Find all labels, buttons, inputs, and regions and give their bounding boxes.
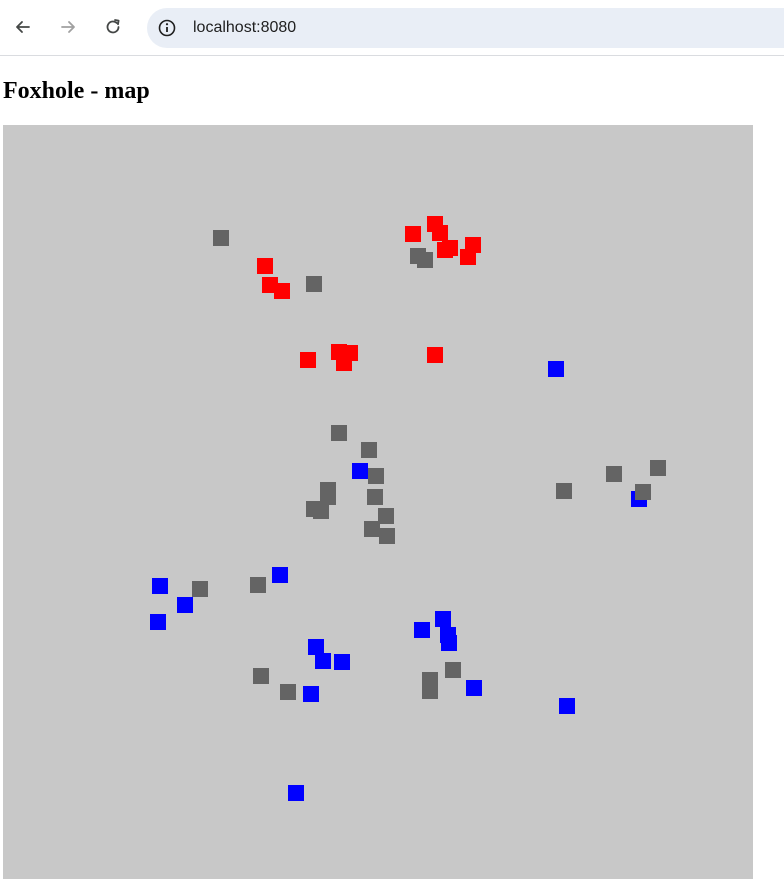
town-marker-neutral: [306, 276, 322, 292]
town-marker-neutral: [422, 683, 438, 699]
town-marker-blue: [152, 578, 168, 594]
page-title: Foxhole - map: [3, 78, 150, 104]
town-marker-red: [437, 242, 453, 258]
site-info-icon[interactable]: [157, 18, 177, 38]
town-marker-blue: [334, 654, 350, 670]
browser-toolbar: localhost:8080: [0, 0, 784, 56]
town-marker-neutral: [364, 521, 380, 537]
town-marker-neutral: [368, 468, 384, 484]
town-marker-neutral: [635, 484, 651, 500]
town-marker-neutral: [417, 252, 433, 268]
map-canvas[interactable]: [3, 125, 753, 879]
town-marker-blue: [150, 614, 166, 630]
town-marker-red: [427, 347, 443, 363]
town-marker-red: [336, 355, 352, 371]
reload-button[interactable]: [98, 12, 128, 42]
town-marker-neutral: [331, 425, 347, 441]
town-marker-neutral: [606, 466, 622, 482]
town-marker-red: [257, 258, 273, 274]
town-marker-blue: [303, 686, 319, 702]
back-button[interactable]: [8, 12, 38, 42]
arrow-right-icon: [61, 21, 75, 33]
town-marker-neutral: [379, 528, 395, 544]
forward-button[interactable]: [53, 12, 83, 42]
town-marker-red: [274, 283, 290, 299]
town-marker-neutral: [378, 508, 394, 524]
town-marker-blue: [352, 463, 368, 479]
town-markers: [150, 216, 666, 801]
town-marker-neutral: [250, 577, 266, 593]
town-marker-blue: [441, 635, 457, 651]
arrow-left-icon: [16, 21, 30, 33]
town-marker-red: [460, 249, 476, 265]
town-marker-blue: [414, 622, 430, 638]
town-marker-blue: [315, 653, 331, 669]
town-marker-neutral: [192, 581, 208, 597]
town-marker-neutral: [361, 442, 377, 458]
town-marker-neutral: [556, 483, 572, 499]
town-marker-neutral: [650, 460, 666, 476]
town-marker-neutral: [280, 684, 296, 700]
town-marker-red: [432, 225, 448, 241]
url-text[interactable]: localhost:8080: [193, 19, 297, 36]
town-marker-blue: [559, 698, 575, 714]
town-marker-blue: [177, 597, 193, 613]
town-marker-red: [405, 226, 421, 242]
town-marker-red: [300, 352, 316, 368]
town-marker-neutral: [213, 230, 229, 246]
town-marker-neutral: [253, 668, 269, 684]
town-marker-neutral: [445, 662, 461, 678]
address-bar[interactable]: localhost:8080: [147, 8, 784, 48]
town-marker-blue: [288, 785, 304, 801]
town-marker-neutral: [313, 503, 329, 519]
town-marker-blue: [272, 567, 288, 583]
town-marker-blue: [466, 680, 482, 696]
town-marker-neutral: [367, 489, 383, 505]
town-marker-blue: [548, 361, 564, 377]
reload-icon: [106, 19, 120, 34]
town-marker-blue: [435, 611, 451, 627]
town-marker-blue: [308, 639, 324, 655]
town-marker-neutral: [320, 489, 336, 505]
